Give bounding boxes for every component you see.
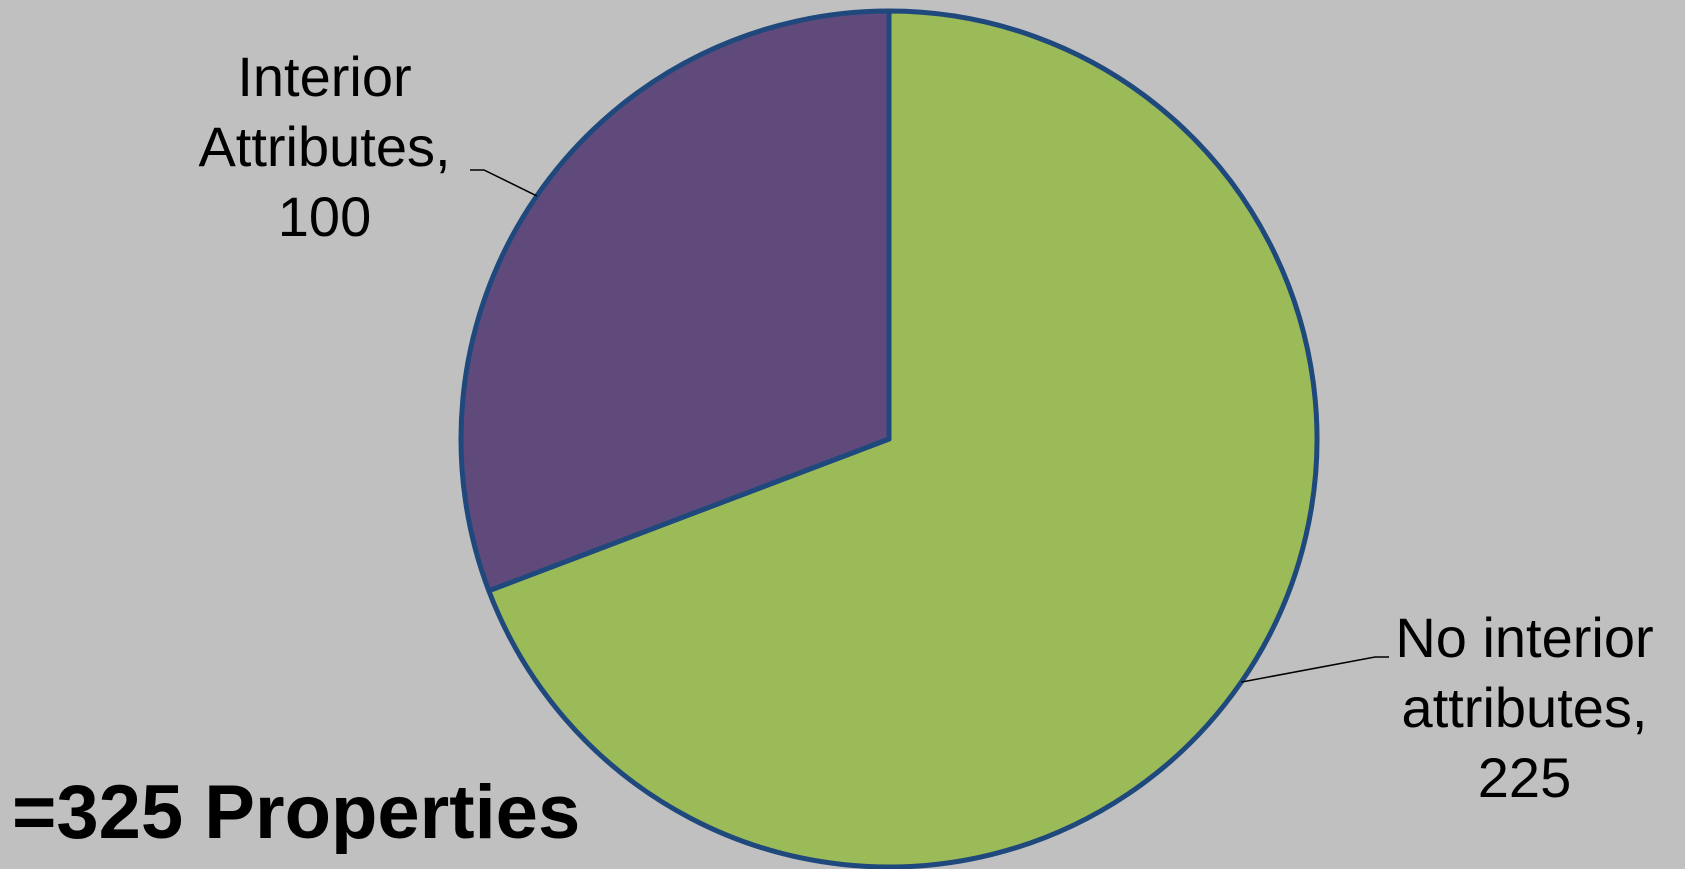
slice-label-line: Attributes, [198,115,451,178]
pie-slices [458,8,1320,869]
leader-line-0 [1241,656,1389,683]
total-properties-caption: =325 Properties [12,770,581,855]
leader-line-1 [470,169,538,197]
slice-label-no-interior-attributes: No interior attributes, 225 [1372,603,1677,813]
slice-label-line: Interior [237,45,412,108]
leader-lines [470,169,1389,683]
slice-label-line: attributes, [1401,676,1648,739]
slice-label-line: No interior [1395,606,1654,669]
slice-label-interior-attributes: Interior Attributes, 100 [162,42,487,252]
slice-value: 225 [1477,746,1572,809]
slice-value: 100 [277,185,372,248]
